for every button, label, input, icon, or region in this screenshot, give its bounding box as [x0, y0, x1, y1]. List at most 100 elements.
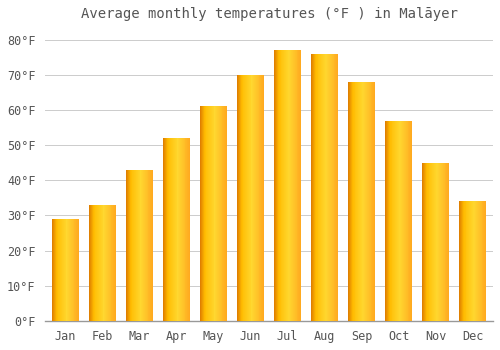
Bar	[387, 120, 388, 321]
Bar	[329, 54, 330, 321]
Bar	[461, 201, 462, 321]
Bar	[62, 219, 63, 321]
Bar	[398, 120, 400, 321]
Bar	[476, 201, 477, 321]
Bar	[252, 75, 254, 321]
Bar	[293, 50, 294, 321]
Bar	[358, 82, 359, 321]
Bar	[108, 205, 109, 321]
Bar	[188, 138, 189, 321]
Bar	[98, 205, 99, 321]
Bar	[97, 205, 98, 321]
Bar	[441, 163, 442, 321]
Bar	[392, 120, 394, 321]
Bar	[397, 120, 398, 321]
Bar	[328, 54, 329, 321]
Bar	[389, 120, 390, 321]
Bar	[336, 54, 337, 321]
Bar	[69, 219, 70, 321]
Bar	[168, 138, 170, 321]
Bar	[91, 205, 92, 321]
Bar	[274, 50, 275, 321]
Bar	[189, 138, 190, 321]
Bar	[170, 138, 172, 321]
Bar	[202, 106, 203, 321]
Bar	[354, 82, 356, 321]
Bar	[210, 106, 211, 321]
Bar	[163, 138, 164, 321]
Bar	[250, 75, 252, 321]
Bar	[102, 205, 104, 321]
Bar	[296, 50, 298, 321]
Bar	[61, 219, 62, 321]
Bar	[433, 163, 434, 321]
Bar	[78, 219, 79, 321]
Bar	[480, 201, 482, 321]
Bar	[140, 170, 141, 321]
Bar	[432, 163, 433, 321]
Bar	[470, 201, 471, 321]
Bar	[388, 120, 389, 321]
Bar	[175, 138, 176, 321]
Bar	[224, 106, 225, 321]
Bar	[321, 54, 322, 321]
Bar	[166, 138, 167, 321]
Bar	[258, 75, 260, 321]
Bar	[60, 219, 61, 321]
Bar	[244, 75, 246, 321]
Bar	[484, 201, 485, 321]
Bar	[92, 205, 93, 321]
Bar	[395, 120, 396, 321]
Bar	[362, 82, 364, 321]
Bar	[366, 82, 367, 321]
Bar	[148, 170, 150, 321]
Bar	[394, 120, 395, 321]
Bar	[290, 50, 291, 321]
Bar	[52, 219, 53, 321]
Bar	[276, 50, 277, 321]
Bar	[63, 219, 64, 321]
Bar	[356, 82, 357, 321]
Bar	[359, 82, 360, 321]
Bar	[291, 50, 292, 321]
Bar	[396, 120, 397, 321]
Bar	[400, 120, 402, 321]
Bar	[369, 82, 370, 321]
Bar	[167, 138, 168, 321]
Bar	[404, 120, 405, 321]
Bar	[408, 120, 410, 321]
Bar	[322, 54, 323, 321]
Bar	[390, 120, 392, 321]
Bar	[209, 106, 210, 321]
Bar	[324, 54, 326, 321]
Bar	[216, 106, 217, 321]
Bar	[136, 170, 137, 321]
Bar	[146, 170, 148, 321]
Bar	[135, 170, 136, 321]
Bar	[364, 82, 365, 321]
Bar	[144, 170, 145, 321]
Bar	[238, 75, 239, 321]
Bar	[337, 54, 338, 321]
Bar	[137, 170, 138, 321]
Bar	[134, 170, 135, 321]
Bar	[352, 82, 353, 321]
Bar	[460, 201, 461, 321]
Bar	[204, 106, 206, 321]
Bar	[165, 138, 166, 321]
Bar	[403, 120, 404, 321]
Bar	[105, 205, 106, 321]
Bar	[260, 75, 262, 321]
Bar	[438, 163, 440, 321]
Bar	[425, 163, 426, 321]
Bar	[150, 170, 151, 321]
Bar	[361, 82, 362, 321]
Bar	[430, 163, 432, 321]
Bar	[262, 75, 263, 321]
Bar	[212, 106, 214, 321]
Bar	[323, 54, 324, 321]
Bar	[330, 54, 331, 321]
Bar	[248, 75, 249, 321]
Bar	[278, 50, 280, 321]
Bar	[77, 219, 78, 321]
